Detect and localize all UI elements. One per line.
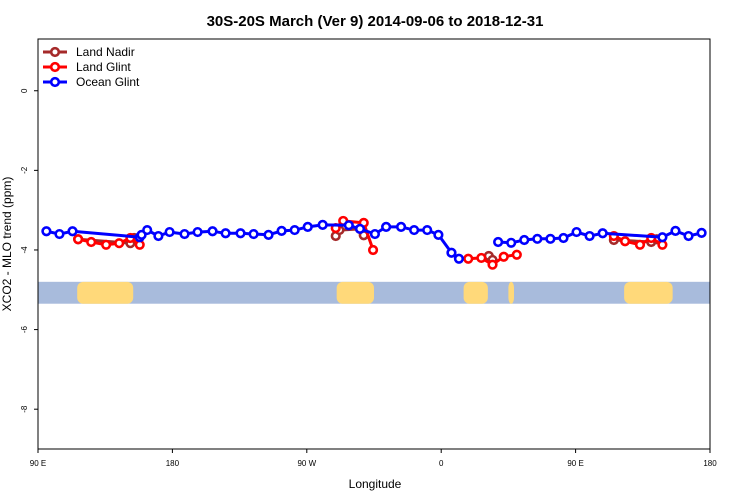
data-point-ocean-glint: [657, 232, 668, 243]
data-point-ocean-glint: [683, 230, 694, 242]
data-point-land-glint: [114, 238, 125, 249]
data-point-ocean-glint: [302, 221, 313, 232]
data-point-ocean-glint: [179, 228, 190, 240]
data-point-land-glint: [511, 249, 522, 260]
x-tick-label: 180: [703, 459, 717, 468]
data-point-ocean-glint: [532, 233, 543, 244]
data-point-ocean-glint: [422, 224, 433, 236]
data-point-ocean-glint: [696, 227, 707, 238]
data-point-ocean-glint: [369, 228, 381, 240]
x-tick-label: 90 E: [567, 459, 583, 468]
y-axis-label: XCO2 - MLO trend (ppm): [0, 177, 14, 312]
data-point-ocean-glint: [207, 226, 218, 237]
data-point-ocean-glint: [545, 233, 556, 244]
x-axis-label: Longitude: [349, 477, 402, 491]
data-point-ocean-glint: [235, 228, 246, 239]
series-land-glint: [73, 215, 668, 270]
legend-marker-land-nadir: [49, 46, 61, 58]
data-point-ocean-glint: [220, 228, 231, 239]
map-strip: [38, 281, 710, 304]
data-point-ocean-glint: [519, 234, 530, 246]
y-axis: 0 -2 -4 -6 -8: [20, 88, 38, 413]
data-point-ocean-glint: [54, 228, 65, 240]
y-tick-label: -6: [20, 325, 29, 333]
y-tick-label: -8: [20, 405, 29, 413]
data-point-ocean-glint: [395, 221, 407, 232]
data-point-land-glint: [367, 244, 379, 256]
legend-label-land-nadir: Land Nadir: [76, 45, 135, 59]
data-point-land-glint: [73, 234, 84, 245]
data-point-land-glint: [463, 253, 474, 264]
data-point-ocean-glint: [558, 232, 569, 244]
data-point-ocean-glint: [263, 229, 274, 240]
data-point-ocean-glint: [192, 226, 203, 238]
data-point-ocean-glint: [409, 224, 420, 236]
data-point-land-glint: [101, 239, 112, 250]
data-point-ocean-glint: [142, 224, 153, 236]
data-point-ocean-glint: [670, 225, 681, 236]
chart-title: 30S-20S March (Ver 9) 2014-09-06 to 2018…: [207, 13, 544, 30]
series-layer: [41, 215, 707, 270]
legend-label-land-glint: Land Glint: [76, 60, 131, 74]
data-point-land-glint: [498, 251, 509, 262]
data-point-ocean-glint: [153, 230, 164, 242]
data-point-ocean-glint: [453, 253, 465, 264]
data-point-ocean-glint: [506, 237, 517, 248]
data-point-ocean-glint: [317, 219, 328, 230]
data-point-land-glint: [487, 259, 498, 270]
x-tick-label: 90 E: [30, 459, 46, 468]
x-tick-label: 90 W: [297, 459, 316, 468]
data-point-ocean-glint: [67, 226, 78, 237]
legend-marker-ocean-glint: [49, 76, 61, 88]
map-land-3: [508, 281, 514, 304]
data-point-ocean-glint: [597, 228, 608, 239]
data-point-ocean-glint: [433, 229, 444, 240]
legend-label-ocean-glint: Ocean Glint: [76, 75, 140, 89]
data-point-land-glint: [619, 236, 631, 247]
data-point-land-glint: [476, 252, 487, 264]
plot-frame: [37, 38, 711, 450]
data-point-ocean-glint: [289, 224, 300, 236]
data-point-ocean-glint: [571, 226, 582, 238]
map-land-2: [463, 281, 488, 304]
y-tick-label: -2: [20, 166, 29, 174]
x-tick-label: 180: [166, 459, 180, 468]
y-tick-label: 0: [20, 88, 29, 93]
x-tick-label: 0: [439, 459, 444, 468]
data-point-ocean-glint: [164, 226, 175, 238]
data-point-ocean-glint: [354, 223, 366, 234]
y-tick-label: -4: [20, 246, 29, 254]
series-ocean-glint: [41, 219, 707, 264]
data-point-ocean-glint: [493, 236, 504, 248]
data-point-ocean-glint: [584, 230, 595, 242]
data-point-land-glint: [86, 236, 97, 248]
x-axis: 90 E 180 90 W 0 90 E 180: [30, 449, 717, 468]
data-point-ocean-glint: [276, 225, 287, 236]
data-point-ocean-glint: [41, 226, 52, 237]
data-point-ocean-glint: [343, 220, 354, 231]
data-point-ocean-glint: [381, 221, 392, 232]
data-point-ocean-glint: [446, 247, 457, 258]
data-point-ocean-glint: [248, 228, 259, 240]
map-land-1: [336, 281, 374, 304]
data-point-land-glint: [634, 239, 646, 250]
map-land-0: [77, 281, 134, 304]
legend-marker-land-glint: [49, 61, 61, 73]
map-land-4: [624, 281, 673, 304]
